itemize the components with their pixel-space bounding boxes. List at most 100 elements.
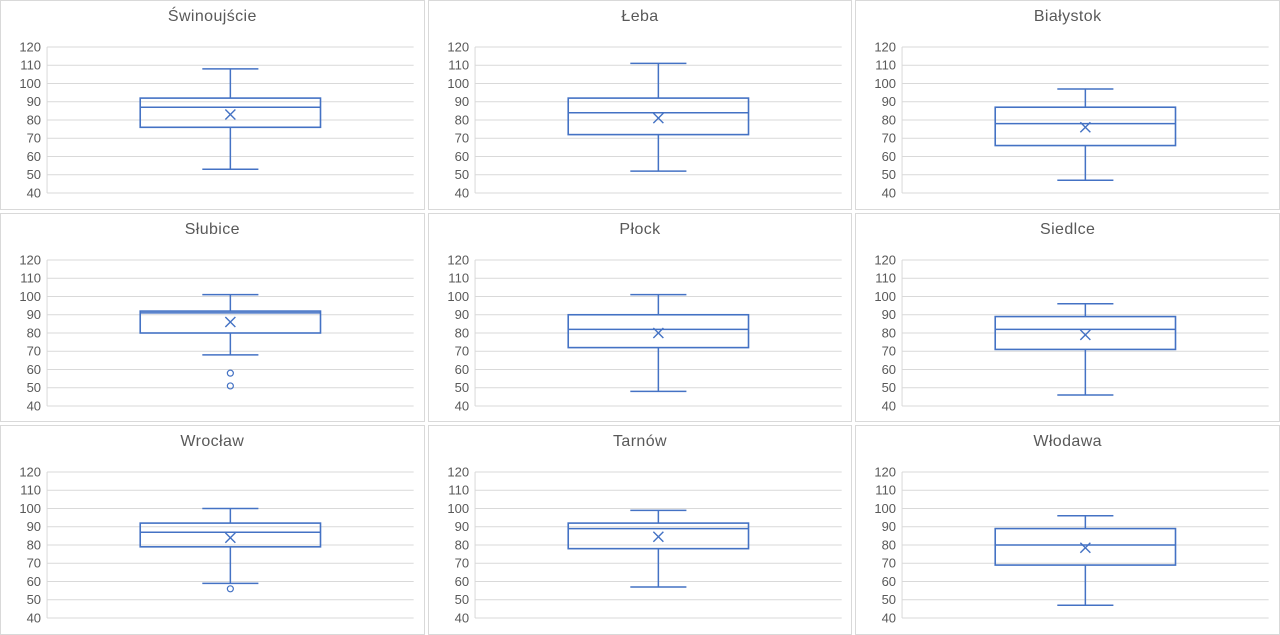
y-tick-label: 120 [447,252,469,267]
iqr-box [994,106,1177,147]
y-tick-label: 100 [19,289,41,304]
y-tick-label: 90 [27,520,41,535]
y-tick-label: 100 [875,501,897,516]
y-tick-label: 40 [882,398,896,413]
mean-marker-x-icon [224,109,236,121]
y-tick-label: 60 [27,362,41,377]
boxplot-plock: 40 50 60 70 80 90 100 110 120 [447,252,842,413]
iqr-box [139,309,322,334]
chart-panel-leba: Łeba 40 50 60 70 80 90 100 110 120 [427,0,853,210]
boxplot-slubice: 40 50 60 70 80 90 100 110 120 [19,252,414,413]
mean-marker-x-icon [1080,542,1092,554]
y-tick-label: 110 [876,58,897,73]
y-tick-label: 50 [882,167,896,182]
y-tick-label: 100 [19,76,41,91]
y-tick-label: 100 [447,501,469,516]
chart-title: Białystok [1033,8,1102,25]
chart-panel-slubice: Słubice 40 50 60 70 80 90 100 110 120 [0,212,425,423]
boxplot-swinoujscie: 40 50 60 70 80 90 100 110 120 [19,40,414,201]
chart-panel-bialystok: Białystok 40 50 60 70 80 90 100 110 120 [855,0,1280,210]
y-tick-label: 40 [27,186,41,201]
y-tick-label: 70 [882,556,896,571]
y-tick-label: 90 [882,520,896,535]
y-tick-label: 50 [454,167,468,182]
chart-title: Świnoujście [167,8,257,25]
y-tick-label: 100 [875,76,897,91]
y-tick-label: 70 [882,343,896,358]
y-tick-label: 70 [882,131,896,146]
chart-panel-siedlce: Siedlce 40 50 60 70 80 90 100 110 120 [855,212,1280,423]
chart-panel-swinoujscie: Świnoujście 40 50 60 70 80 90 100 110 120 [0,0,425,210]
y-tick-label: 110 [20,483,41,498]
y-tick-label: 50 [882,380,896,395]
y-tick-label: 60 [454,574,468,589]
y-tick-label: 50 [454,593,468,608]
y-tick-label: 120 [875,252,897,267]
boxplot-wlodawa: 40 50 60 70 80 90 100 110 120 [875,465,1269,626]
y-tick-label: 40 [454,398,468,413]
chart-title: Płock [619,220,661,238]
y-tick-label: 120 [19,252,41,267]
y-tick-label: 70 [454,131,468,146]
y-tick-label: 40 [454,611,468,626]
y-tick-label: 110 [448,483,469,498]
y-tick-label: 110 [448,270,469,285]
y-tick-label: 60 [27,149,41,164]
mean-marker-x-icon [652,531,664,543]
y-tick-label: 50 [454,380,468,395]
y-tick-label: 80 [882,113,896,128]
iqr-box [994,528,1177,567]
iqr-box [567,522,749,550]
y-tick-label: 120 [875,465,897,480]
y-tick-label: 110 [876,483,897,498]
y-tick-label: 120 [19,40,41,55]
y-tick-label: 60 [882,574,896,589]
iqr-box [567,313,749,349]
y-tick-label: 60 [454,362,468,377]
mean-marker-x-icon [224,532,236,544]
chart-title: Łeba [621,8,659,25]
y-tick-label: 100 [19,501,41,516]
y-tick-label: 110 [20,270,41,285]
iqr-box [567,97,749,136]
y-tick-label: 40 [27,398,41,413]
y-tick-label: 90 [454,307,468,322]
y-tick-label: 70 [454,556,468,571]
y-tick-label: 80 [27,325,41,340]
y-tick-label: 120 [19,465,41,480]
y-tick-label: 50 [27,167,41,182]
y-tick-label: 40 [882,186,896,201]
y-tick-label: 50 [882,593,896,608]
mean-marker-x-icon [224,316,236,328]
chart-panel-tarnow: Tarnów 40 50 60 70 80 90 100 110 120 [427,425,853,635]
chart-panel-wroclaw: Wrocław 40 50 60 70 80 90 100 110 120 [0,425,425,635]
chart-title: Włodawa [1033,433,1102,451]
y-tick-label: 100 [447,289,469,304]
y-tick-label: 40 [882,611,896,626]
y-tick-label: 60 [882,149,896,164]
boxplot-tarnow: 40 50 60 70 80 90 100 110 120 [447,465,842,626]
iqr-box [139,97,322,129]
y-tick-label: 80 [454,113,468,128]
outlier-point [226,381,234,390]
y-tick-label: 100 [447,76,469,91]
y-tick-label: 60 [27,574,41,589]
outlier-point [226,369,234,377]
y-tick-label: 80 [27,538,41,553]
y-tick-label: 80 [454,325,468,340]
chart-panel-plock: Płock 40 50 60 70 80 90 100 110 120 [427,212,853,423]
y-tick-label: 110 [876,270,897,285]
y-tick-label: 120 [447,465,469,480]
boxplot-siedlce: 40 50 60 70 80 90 100 110 120 [875,252,1269,413]
boxplot-leba: 40 50 60 70 80 90 100 110 120 [447,40,842,200]
boxplot-wroclaw: 40 50 60 70 80 90 100 110 120 [19,465,414,626]
y-tick-label: 90 [882,94,896,109]
chart-title: Wrocław [180,433,245,451]
y-tick-label: 120 [447,40,469,55]
y-tick-label: 120 [875,40,897,55]
chart-title: Tarnów [613,433,667,451]
iqr-box [994,315,1177,350]
mean-marker-x-icon [652,327,664,339]
mean-marker-x-icon [1080,121,1092,133]
